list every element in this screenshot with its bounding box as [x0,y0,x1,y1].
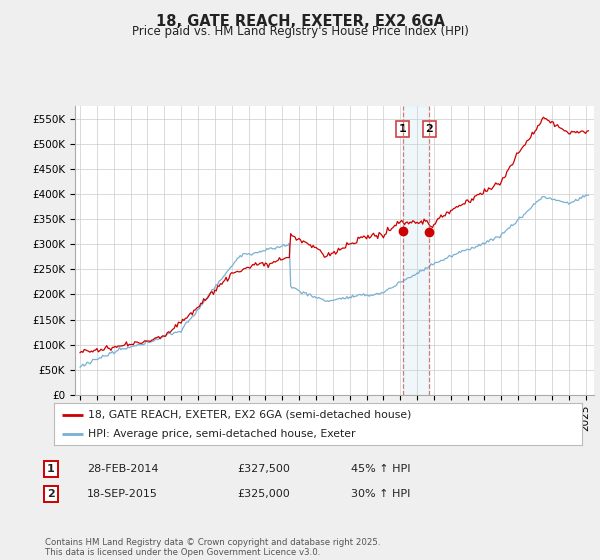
Text: Contains HM Land Registry data © Crown copyright and database right 2025.
This d: Contains HM Land Registry data © Crown c… [45,538,380,557]
Text: 18-SEP-2015: 18-SEP-2015 [87,489,158,499]
Text: 18, GATE REACH, EXETER, EX2 6GA: 18, GATE REACH, EXETER, EX2 6GA [155,14,445,29]
Text: HPI: Average price, semi-detached house, Exeter: HPI: Average price, semi-detached house,… [88,429,356,439]
Text: 30% ↑ HPI: 30% ↑ HPI [351,489,410,499]
Text: Price paid vs. HM Land Registry's House Price Index (HPI): Price paid vs. HM Land Registry's House … [131,25,469,38]
Text: £327,500: £327,500 [237,464,290,474]
Text: 2: 2 [47,489,55,499]
Text: 1: 1 [47,464,55,474]
Text: 45% ↑ HPI: 45% ↑ HPI [351,464,410,474]
Text: 1: 1 [399,124,407,134]
Text: 2: 2 [425,124,433,134]
Bar [403,106,429,395]
Text: £325,000: £325,000 [237,489,290,499]
Text: 28-FEB-2014: 28-FEB-2014 [87,464,158,474]
Text: 18, GATE REACH, EXETER, EX2 6GA (semi-detached house): 18, GATE REACH, EXETER, EX2 6GA (semi-de… [88,409,412,419]
